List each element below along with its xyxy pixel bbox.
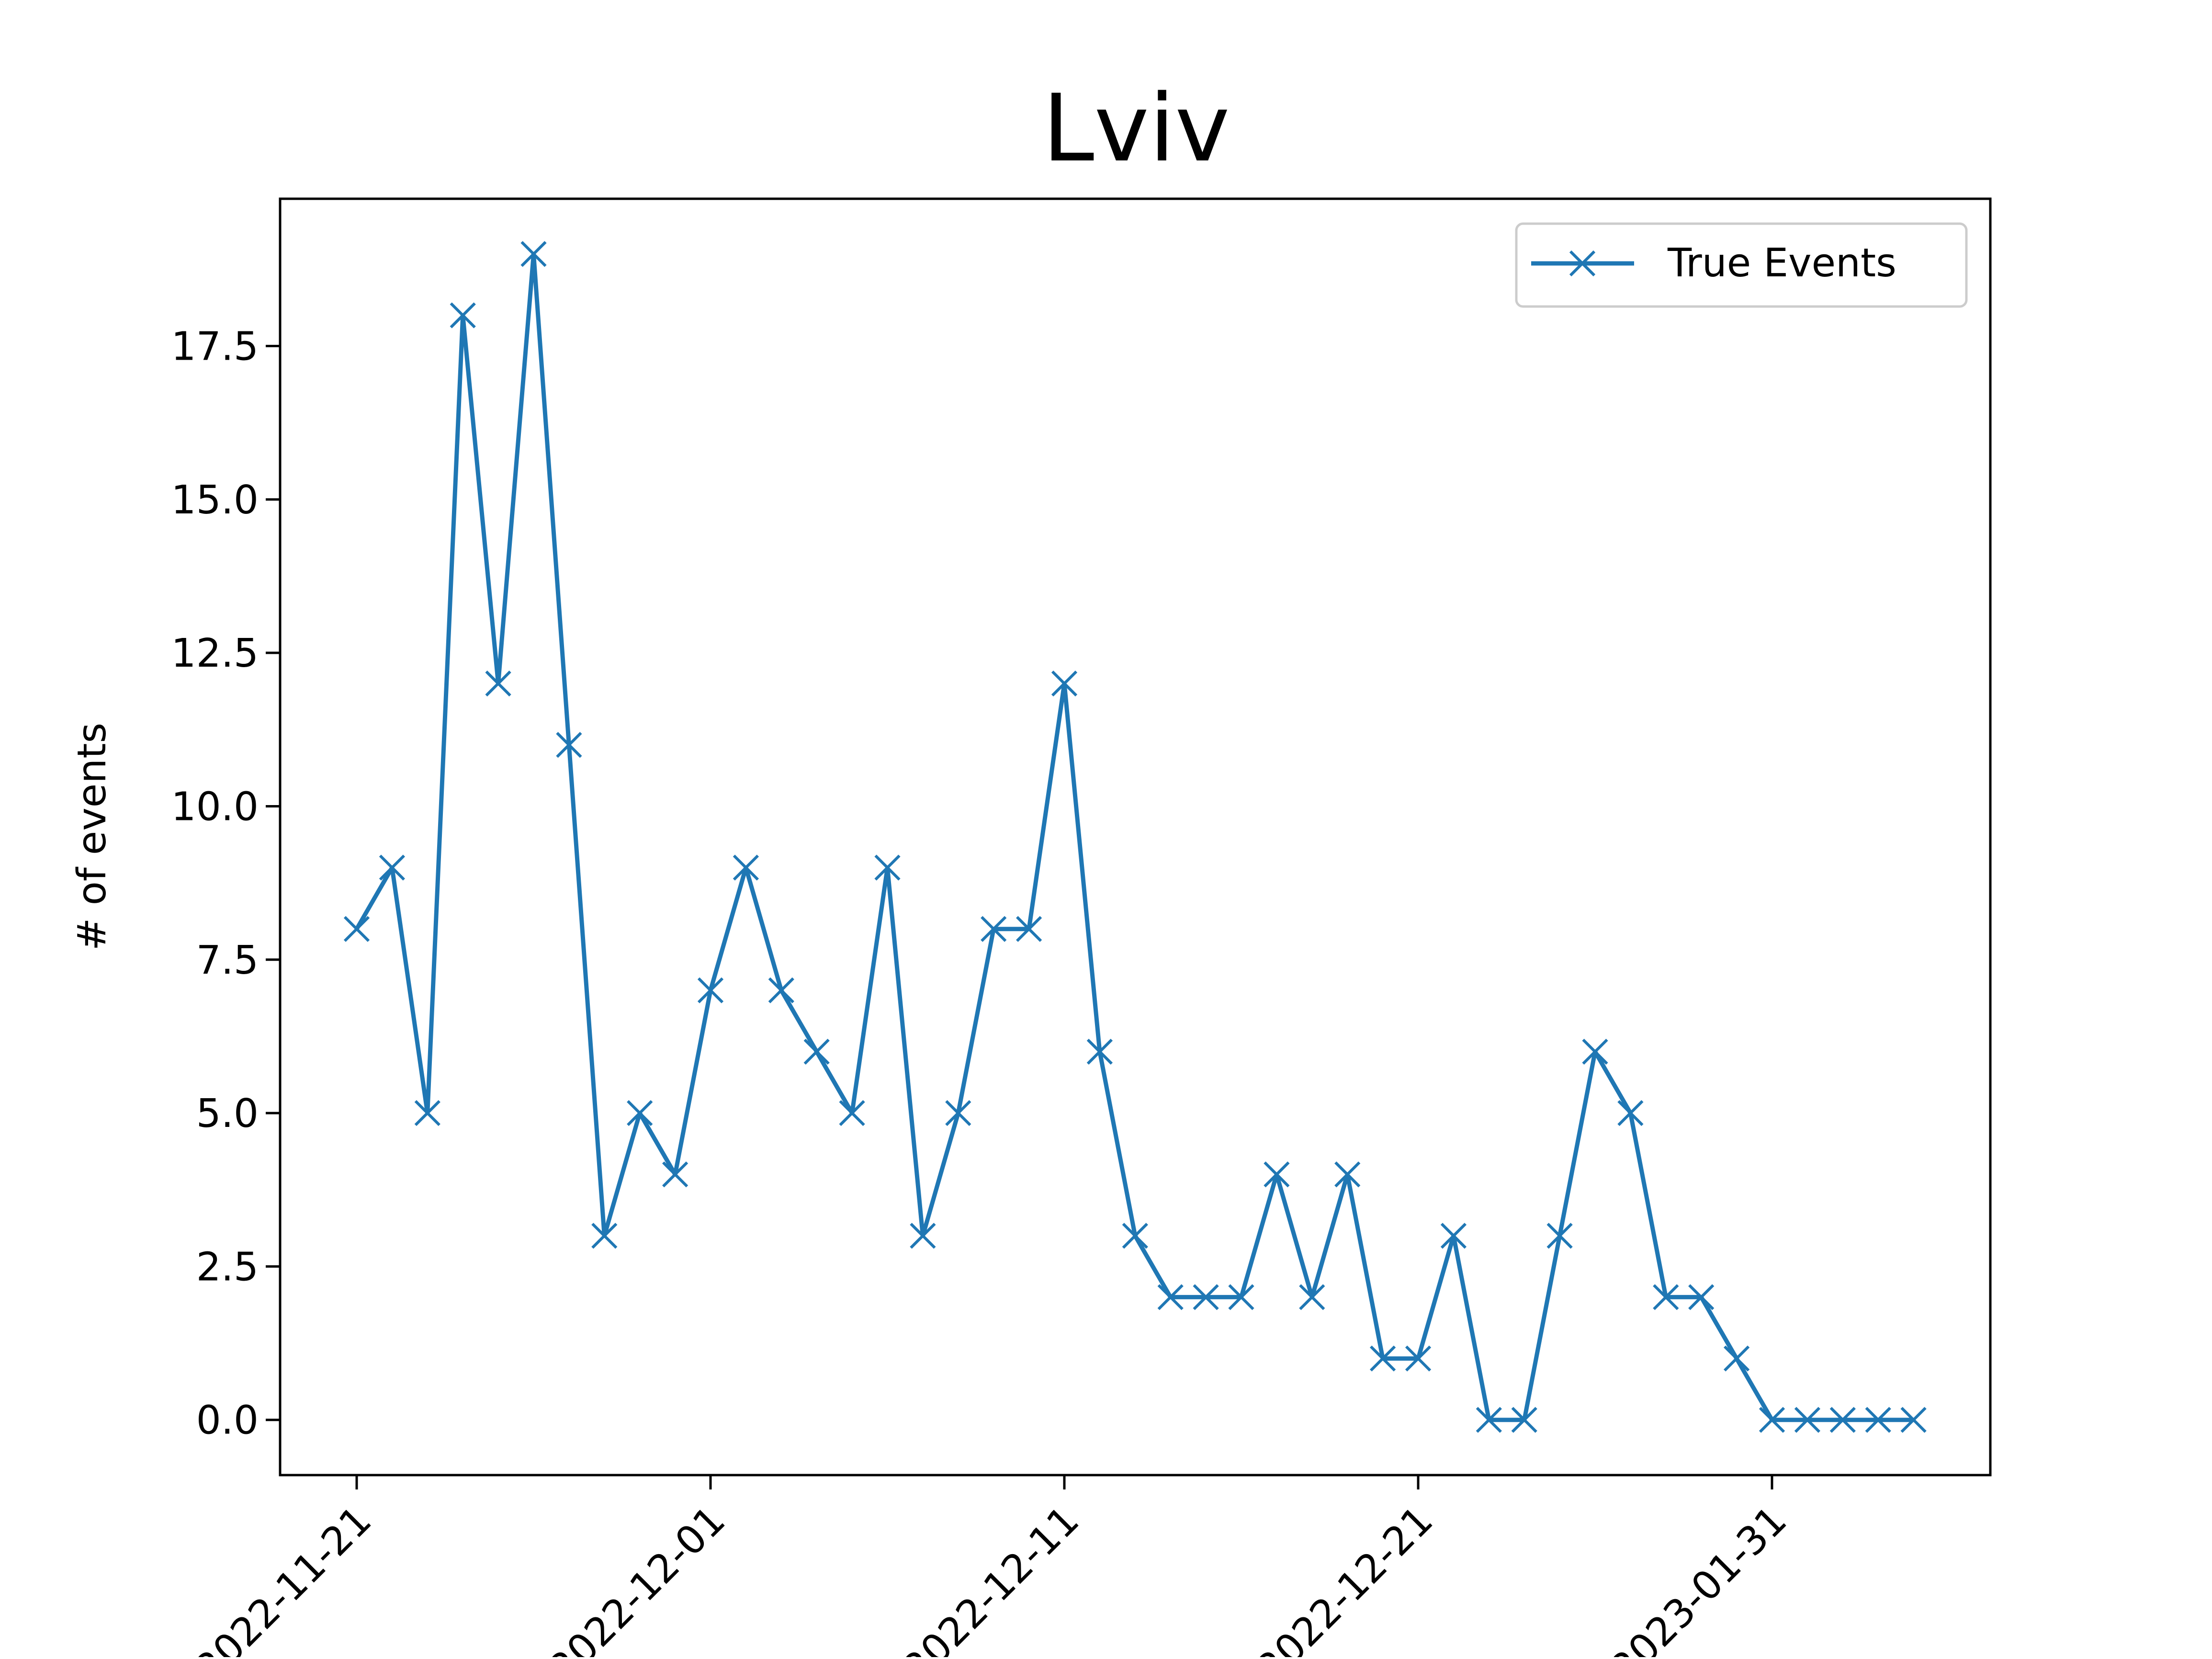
- data-point-marker: [1582, 1038, 1608, 1065]
- data-point-marker: [1476, 1407, 1502, 1433]
- y-tick-label: 0.0: [196, 1398, 259, 1443]
- data-point-marker: [1086, 1038, 1113, 1065]
- y-axis-label: # of events: [69, 723, 115, 951]
- data-point-marker: [981, 916, 1007, 942]
- data-point-marker: [1264, 1161, 1290, 1188]
- legend: True Events: [1515, 222, 1968, 308]
- data-point-marker: [839, 1100, 865, 1126]
- data-point-marker: [1546, 1223, 1573, 1249]
- x-tick-label: 2023-01-31: [1602, 1498, 1795, 1657]
- y-tick-label: 7.5: [196, 938, 259, 983]
- data-point-marker: [1759, 1407, 1785, 1433]
- data-point-marker: [1865, 1407, 1891, 1433]
- data-point-marker: [343, 916, 370, 942]
- data-point-marker: [1511, 1407, 1537, 1433]
- data-point-marker: [591, 1223, 618, 1249]
- data-point-marker: [1334, 1161, 1361, 1188]
- y-tick-label: 12.5: [171, 631, 259, 676]
- data-point-marker: [1369, 1345, 1396, 1372]
- data-point-marker: [1688, 1284, 1715, 1310]
- x-tick-label: 2022-11-21: [187, 1498, 380, 1657]
- plot-area: [279, 197, 1992, 1477]
- data-point-marker: [768, 977, 794, 1003]
- data-point-marker: [1228, 1284, 1254, 1310]
- legend-x-marker: [1569, 250, 1596, 277]
- legend-box: [1515, 222, 1968, 308]
- data-point-marker: [414, 1100, 440, 1126]
- data-point-marker: [379, 854, 406, 881]
- data-point-marker: [1405, 1345, 1432, 1372]
- y-tick-label: 15.0: [171, 477, 259, 523]
- data-point-marker: [1829, 1407, 1856, 1433]
- series-line: [355, 251, 1914, 1422]
- data-point-marker: [1157, 1284, 1184, 1310]
- series-layer: [343, 241, 1927, 1433]
- y-tick-label: 17.5: [171, 324, 259, 370]
- data-point-marker: [627, 1100, 653, 1126]
- data-point-marker: [910, 1223, 936, 1249]
- data-point-marker: [450, 302, 476, 329]
- data-point-marker: [556, 732, 582, 758]
- data-point-marker: [485, 670, 511, 697]
- x-tick-label: 2022-12-11: [894, 1498, 1088, 1657]
- x-axis: 2022-11-21 2022-12-01 2022-12-11 2022-12-21…: [187, 1475, 1795, 1659]
- data-point-marker: [1723, 1345, 1750, 1372]
- data-point-marker: [1653, 1284, 1679, 1310]
- data-point-marker: [1193, 1284, 1219, 1310]
- y-axis: 0.0 2.5 5.0 7.5 10.0 12.5 15.0 17.5: [171, 324, 280, 1443]
- chart-title: Lviv: [1042, 74, 1230, 182]
- data-point-marker: [520, 241, 547, 267]
- data-point-marker: [874, 854, 901, 881]
- x-tick-label: 2022-12-01: [541, 1498, 734, 1657]
- y-tick-label: 10.0: [171, 784, 259, 830]
- data-point-marker: [733, 854, 759, 881]
- data-point-marker: [1122, 1223, 1148, 1249]
- data-point-marker: [945, 1100, 971, 1126]
- data-point-marker: [697, 977, 724, 1003]
- data-point-marker: [1016, 916, 1042, 942]
- data-point-marker: [1794, 1407, 1821, 1433]
- data-point-marker: [1440, 1223, 1467, 1249]
- data-point-marker: [1617, 1100, 1644, 1126]
- data-point-marker: [803, 1038, 830, 1065]
- y-tick-label: 5.0: [196, 1091, 259, 1136]
- data-point-marker: [1900, 1407, 1927, 1433]
- legend-label: True Events: [1667, 240, 1896, 286]
- data-point-marker: [1051, 670, 1078, 697]
- x-tick-label: 2022-12-21: [1248, 1498, 1442, 1657]
- y-tick-label: 2.5: [196, 1244, 259, 1290]
- data-point-marker: [662, 1161, 688, 1188]
- data-point-marker: [1299, 1284, 1325, 1310]
